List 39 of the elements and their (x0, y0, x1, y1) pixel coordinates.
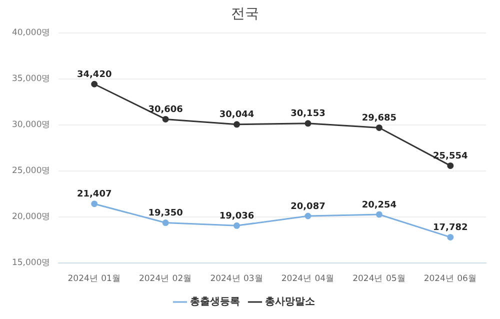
point (376, 211, 382, 218)
legend-label: 총사망말소 (265, 296, 315, 308)
point (234, 222, 240, 229)
x-tick-label: 2024년 03월 (210, 274, 264, 284)
point (304, 120, 312, 127)
data-label: 30,153 (290, 109, 326, 120)
y-tick-label: 40,000명 (12, 28, 51, 38)
y-tick-label: 15,000명 (12, 258, 51, 268)
y-tick-label: 25,000명 (12, 166, 51, 176)
data-label: 20,087 (290, 202, 326, 212)
point (447, 162, 454, 169)
y-tick-label: 35,000명 (12, 74, 51, 84)
point (376, 124, 382, 131)
data-label: 29,685 (362, 114, 397, 124)
point (447, 234, 454, 240)
x-tick-label: 2024년 05월 (352, 274, 406, 284)
data-label: 21,407 (76, 190, 112, 200)
x-tick-label: 2024년 02월 (138, 274, 192, 284)
legend-label: 총출생등록 (190, 296, 240, 308)
point (91, 80, 98, 88)
data-label: 34,420 (76, 70, 112, 80)
x-tick-label: 2024년 01월 (68, 274, 121, 284)
data-label: 19,350 (148, 208, 183, 219)
data-label: 19,036 (219, 212, 254, 222)
data-label: 20,254 (362, 200, 397, 210)
point (162, 220, 169, 226)
data-label: 17,782 (433, 223, 468, 234)
data-label: 30,044 (219, 110, 254, 120)
x-tick-label: 2024년 06월 (424, 274, 477, 284)
point (162, 116, 169, 122)
y-tick-label: 20,000명 (12, 212, 51, 222)
data-label: 25,554 (433, 152, 468, 162)
data-label: 30,606 (148, 105, 183, 116)
y-tick-label: 30,000명 (12, 120, 51, 130)
chart-title: 전국 (231, 6, 259, 22)
point (91, 200, 98, 208)
x-tick-label: 2024년 04월 (281, 274, 335, 284)
point (234, 121, 240, 128)
point (304, 212, 312, 220)
